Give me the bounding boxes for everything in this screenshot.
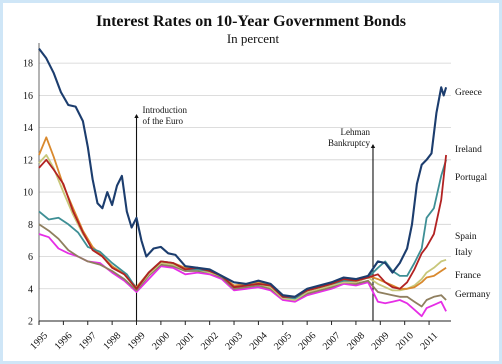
y-tick-label-18: 18: [23, 59, 33, 70]
x-tick-label-2001: 2001: [175, 330, 197, 352]
x-tick-label-1999: 1999: [126, 330, 148, 352]
x-tick-label-1995: 1995: [28, 330, 50, 352]
annotation-text-0-1: of the Euro: [143, 116, 184, 126]
x-tick-label-1997: 1997: [77, 330, 99, 352]
series-label-ireland: Ireland: [455, 145, 482, 155]
x-tick-label-2008: 2008: [345, 330, 367, 352]
x-tick-label-2002: 2002: [199, 330, 221, 352]
series-label-spain: Spain: [455, 232, 477, 242]
x-tick-label-2009: 2009: [370, 330, 392, 352]
y-axis-ticks: 2 4 6 8 10 12 14 16 18: [23, 59, 33, 328]
annotation-text-1-0: Lehman: [340, 127, 370, 137]
x-axis: 1995 1996 1997 1998 1999 2000 2001 2002 2003 2004…: [28, 320, 451, 352]
series-labels: Greece Ireland Portugal Spain Italy France Ger…: [455, 88, 491, 300]
annotation-text-0-0: Introduction: [143, 105, 188, 115]
series-label-italy: Italy: [455, 248, 473, 258]
chart-subtitle: In percent: [227, 31, 280, 46]
annotation-arrow-0: [134, 114, 139, 118]
x-tick-label-2005: 2005: [272, 330, 294, 352]
series-line-greece: [38, 47, 448, 298]
x-tick-label-2007: 2007: [321, 330, 343, 352]
y-tick-label-12: 12: [23, 155, 33, 166]
annotation-text-1-1: Bankruptcy: [328, 138, 370, 148]
y-tick-label-4: 4: [28, 284, 33, 295]
series-line-france: [38, 223, 447, 308]
x-tick-label-2000: 2000: [150, 330, 172, 352]
annotation-arrow-1: [370, 144, 376, 148]
series-line-italy: [38, 136, 447, 298]
x-tick-label-2011: 2011: [418, 330, 440, 352]
x-tick-label-2003: 2003: [223, 330, 245, 352]
y-tick-label-16: 16: [23, 91, 33, 102]
series-line-ireland: [38, 159, 447, 300]
x-tick-label-1996: 1996: [53, 330, 75, 352]
x-tick-label-1998: 1998: [101, 330, 123, 352]
x-tick-label-2004: 2004: [248, 330, 270, 352]
y-tick-label-10: 10: [23, 188, 33, 199]
grid-lines: [38, 43, 451, 321]
series-label-greece: Greece: [455, 88, 482, 98]
y-tick-label-6: 6: [28, 252, 33, 263]
chart-svg: Interest Rates on 10-Year Government Bon…: [23, 13, 491, 352]
series-line-germany: [38, 233, 447, 318]
chart-title: Interest Rates on 10-Year Government Bon…: [96, 13, 406, 30]
series-lines: [38, 47, 448, 318]
y-tick-label-8: 8: [28, 220, 33, 231]
series-label-germany: Germany: [455, 290, 491, 300]
series-label-portugal: Portugal: [455, 173, 488, 183]
x-tick-label-2010: 2010: [394, 330, 416, 352]
series-line-portugal: [38, 154, 447, 298]
y-tick-label-14: 14: [23, 123, 33, 134]
x-tick-label-2006: 2006: [296, 330, 318, 352]
series-label-france: France: [455, 271, 481, 281]
series-line-spain: [38, 154, 447, 301]
y-tick-label-2: 2: [28, 317, 33, 328]
